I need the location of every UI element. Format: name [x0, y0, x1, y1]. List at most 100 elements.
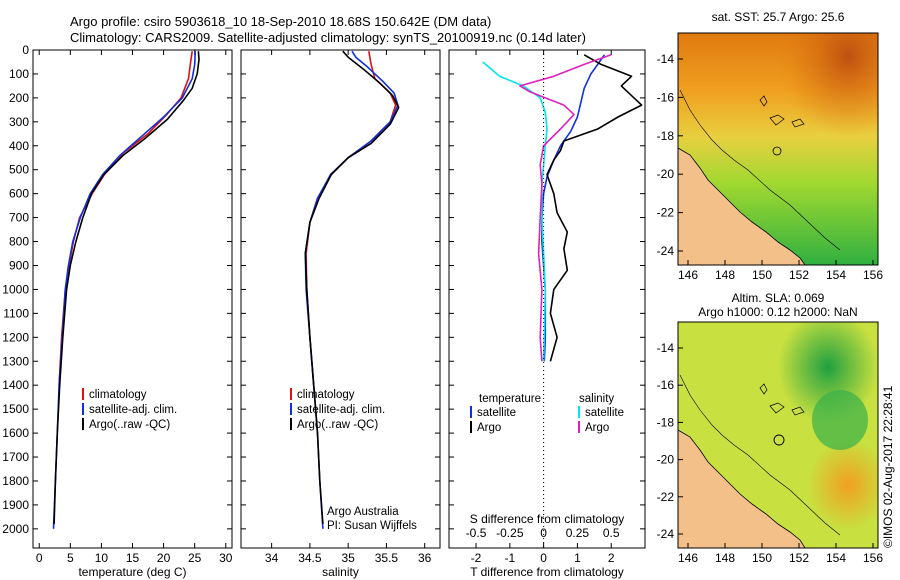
- difference-xtick-top-label: -0.25: [496, 526, 524, 540]
- map-lon-label: 146: [678, 268, 698, 282]
- temperature-series-argo-raw-qc-: [53, 51, 200, 525]
- map-lat-label: -24: [657, 527, 675, 541]
- sla-map-title1: Altim. SLA: 0.069: [732, 291, 825, 305]
- depth-tick-label: 1100: [3, 306, 29, 320]
- temperature-series-satellite-adj-clim-: [52, 51, 197, 529]
- map-lon-label: 154: [826, 268, 846, 282]
- sla-land: [678, 430, 805, 548]
- salinity-chart: 34 34.5 35 35.5 36 salinity climatology satelli…: [240, 49, 441, 579]
- sla-coastline: [677, 429, 806, 549]
- map-lat-label: -20: [657, 453, 675, 467]
- salinity-series-climatology: [305, 51, 397, 386]
- difference-xtick-label: 0: [540, 551, 547, 565]
- temperature-xtick-label: 25: [188, 551, 202, 565]
- difference-xtick-top-label: 0.5: [603, 526, 620, 540]
- map-lon-label: 154: [826, 551, 846, 565]
- temperature-xlabel: temperature (deg C): [78, 565, 186, 579]
- difference-xlabel: T difference from climatology: [470, 565, 624, 579]
- salinity-xtick-label: 35: [341, 551, 355, 565]
- difference-chart: -2 -1 0 1 2T difference from climatology S di…: [448, 49, 646, 579]
- salinity-xlabel: salinity: [322, 565, 359, 579]
- temperature-xtick-label: 5: [67, 551, 74, 565]
- depth-tick-label: 1600: [2, 426, 29, 440]
- map-lon-label: 152: [789, 268, 809, 282]
- depth-tick-label: 1800: [2, 474, 29, 488]
- map-lat-label: -16: [657, 378, 675, 392]
- salinity-xtick-label: 34.5: [298, 551, 322, 565]
- depth-tick-label: 100: [9, 67, 29, 81]
- temperature-legend-label: Argo(..raw -QC): [89, 419, 170, 431]
- depth-tick-label: 200: [9, 91, 29, 105]
- map-lon-label: 150: [752, 268, 772, 282]
- depth-tick-label: 1200: [2, 330, 29, 344]
- depth-tick-label: 2000: [2, 522, 29, 536]
- temperature-xtick-label: 10: [95, 551, 109, 565]
- salinity-xtick-label: 36: [418, 551, 432, 565]
- difference-series-s-argo: [519, 54, 612, 362]
- map-lat-label: -18: [657, 129, 675, 143]
- depth-tick-label: 1300: [2, 354, 29, 368]
- sst-map: [677, 32, 879, 266]
- depth-tick-label: 1000: [2, 282, 29, 296]
- imos-stamp: ©IMOS 02-Aug-2017 22:28:41: [881, 385, 895, 548]
- map-lat-label: -14: [657, 341, 675, 355]
- legend-header-salinity: salinity: [579, 393, 614, 405]
- depth-tick-label: 1400: [2, 378, 29, 392]
- map-lat-label: -22: [657, 206, 675, 220]
- map-lon-label: 150: [752, 551, 772, 565]
- sst-argo-marker: [772, 146, 782, 156]
- depth-tick-label: 1900: [2, 498, 29, 512]
- sla-lon-ticks: 146 148 150 152 154 156: [678, 543, 883, 565]
- temperature-legend-label: climatology: [89, 389, 147, 401]
- map-lat-label: -20: [657, 167, 675, 181]
- temperature-chart: 0 5 10 15 20 25 30 temperature (deg C) 0 100 200 30…: [2, 43, 232, 579]
- sst-reefs: [759, 95, 805, 128]
- depth-tick-label: 800: [9, 235, 29, 249]
- temperature-xtick-label: 15: [126, 551, 140, 565]
- difference-legend-label: satellite: [585, 407, 624, 419]
- depth-tick-label: 600: [9, 187, 29, 201]
- depth-tick-label: 500: [9, 163, 29, 177]
- map-lat-label: -16: [657, 90, 675, 104]
- difference-xtick-label: 2: [608, 551, 615, 565]
- salinity-legend-label: climatology: [297, 389, 355, 401]
- sla-argo-marker: [773, 434, 785, 446]
- temperature-xtick-label: 20: [157, 551, 171, 565]
- difference-xtick-top-label: -0.5: [466, 526, 487, 540]
- depth-tick-label: 300: [9, 115, 29, 129]
- sla-isobath: [679, 374, 841, 536]
- map-lon-label: 152: [789, 551, 809, 565]
- temperature-xtick-label: 30: [219, 551, 233, 565]
- sla-map: [677, 321, 879, 549]
- difference-legend-label: satellite: [477, 407, 516, 419]
- map-lon-label: 148: [715, 551, 735, 565]
- sla-reefs: [759, 383, 805, 416]
- depth-tick-label: 400: [9, 139, 29, 153]
- depth-tick-label: 1700: [2, 450, 29, 464]
- temperature-frame: [32, 49, 233, 549]
- difference-legend-label: Argo: [477, 422, 501, 434]
- difference-legend-label: Argo: [585, 422, 609, 434]
- difference-series-t-argo: [546, 54, 643, 362]
- sst-isobath: [679, 89, 841, 251]
- temperature-legend-label: satellite-adj. clim.: [89, 404, 177, 416]
- difference-xtick-label: 1: [574, 551, 581, 565]
- legend-header-temperature: temperature: [479, 393, 541, 405]
- temperature-xtick-label: 0: [36, 551, 43, 565]
- sst-lat-ticks: -14 -16 -18 -20 -22 -24: [657, 52, 683, 258]
- salinity-frame: [240, 49, 441, 549]
- sst-land: [678, 148, 805, 265]
- depth-tick-label: 900: [9, 258, 29, 272]
- map-lat-label: -14: [657, 52, 675, 66]
- title-line1: Argo profile: csiro 5903618_10 18-Sep-20…: [70, 14, 491, 29]
- annotation-line1: Argo Australia: [327, 506, 399, 518]
- sst-coastline: [677, 147, 806, 266]
- salinity-legend-label: Argo(..raw -QC): [297, 419, 378, 431]
- depth-tick-label: 0: [22, 43, 29, 57]
- salinity-series-argo-raw-qc-: [304, 50, 400, 525]
- sst-map-title: sat. SST: 25.7 Argo: 25.6: [712, 10, 845, 24]
- difference-frame: [448, 49, 646, 549]
- map-lon-label: 156: [863, 268, 883, 282]
- temperature-series-climatology: [58, 51, 193, 386]
